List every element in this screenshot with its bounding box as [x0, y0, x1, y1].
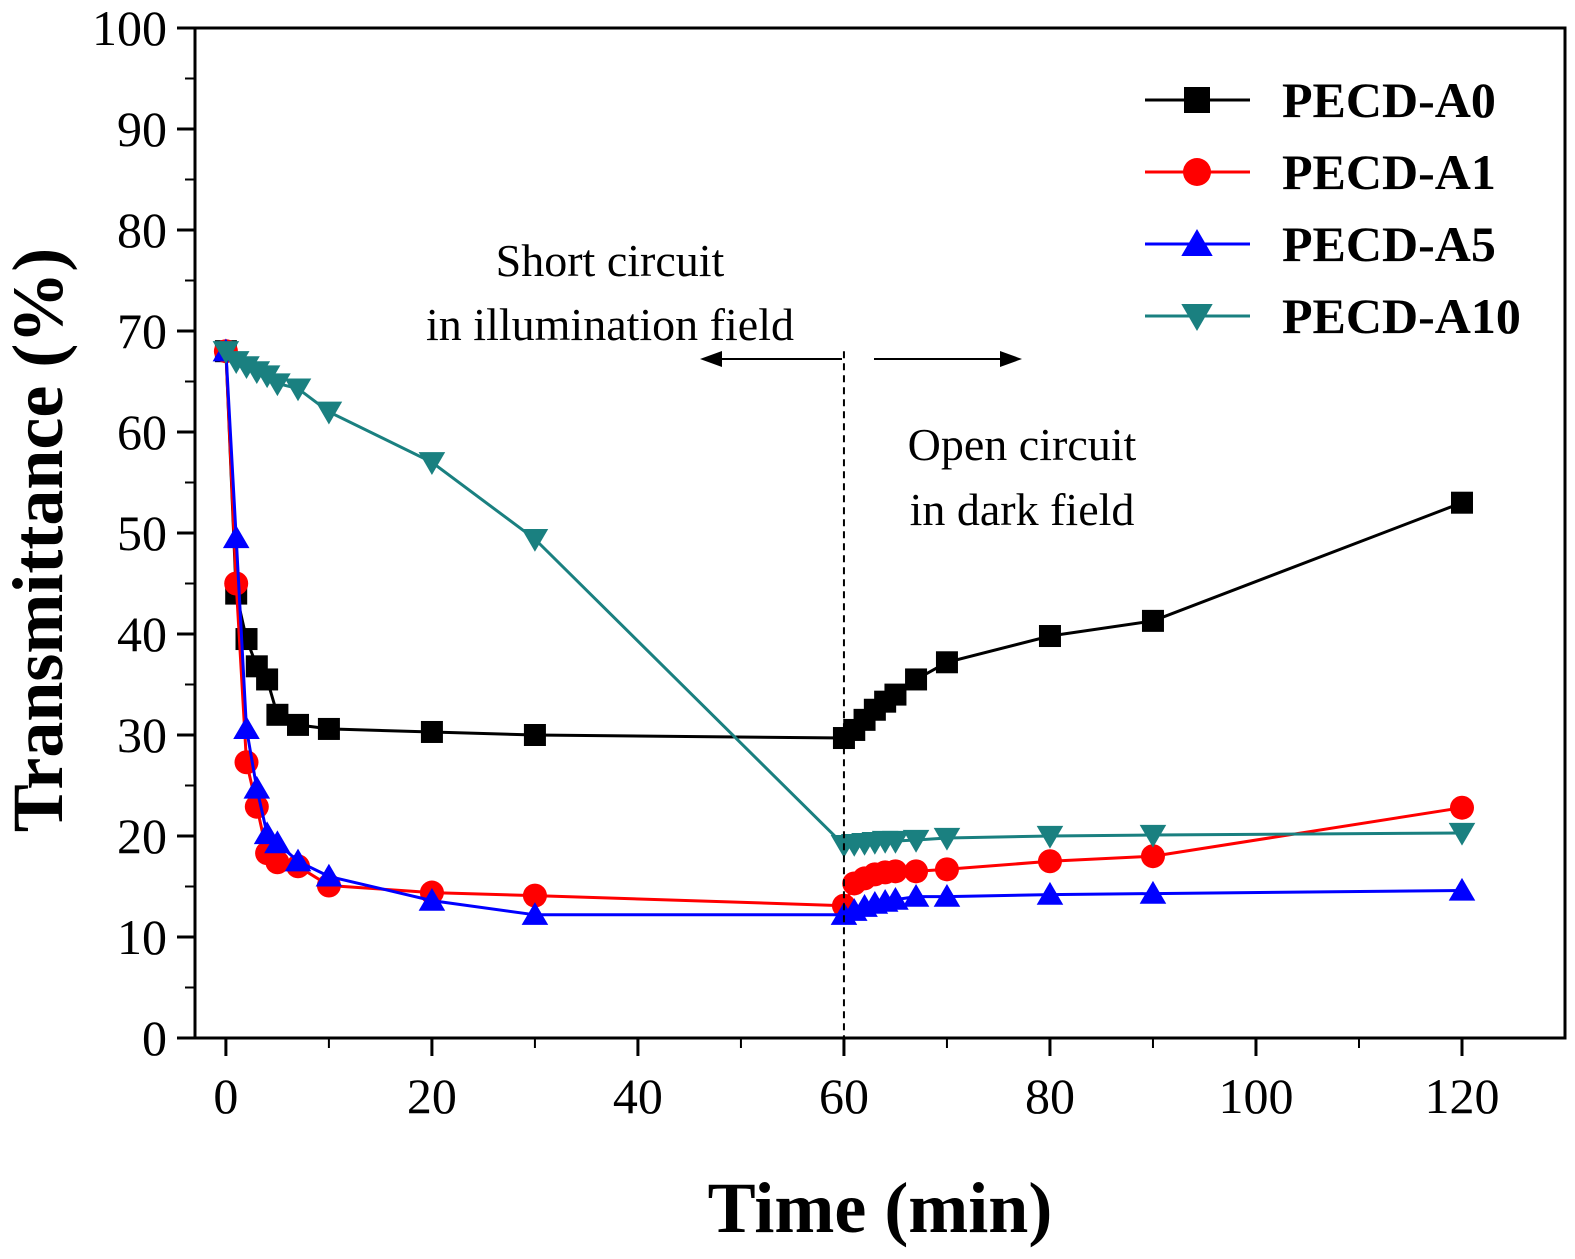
- open-circuit-label-line1: Open circuit: [908, 419, 1137, 470]
- triangle-down-marker: [1036, 825, 1064, 849]
- open-circuit-label-line2: in dark field: [910, 484, 1135, 535]
- triangle-down-marker: [284, 378, 312, 402]
- square-marker: [287, 713, 310, 736]
- short-circuit-label-line2: in illumination field: [426, 299, 794, 350]
- triangle-up-marker: [315, 863, 343, 887]
- short-circuit-label-line1: Short circuit: [496, 235, 725, 286]
- triangle-down-marker: [902, 829, 930, 853]
- legend-entry-pecd-a1: PECD-A1: [1145, 144, 1496, 200]
- y-tick-label: 0: [142, 1010, 167, 1066]
- square-marker: [905, 668, 928, 691]
- series-layer: [212, 338, 1476, 925]
- x-tick-label: 40: [613, 1068, 663, 1124]
- triangle-up-marker: [233, 716, 260, 740]
- circle-marker: [224, 571, 249, 596]
- triangle-up-marker: [1448, 877, 1476, 901]
- circle-marker: [522, 883, 547, 908]
- y-axis-title: Transmittance (%): [0, 248, 78, 833]
- y-tick-label: 90: [117, 101, 167, 157]
- y-tick-label: 10: [117, 909, 167, 965]
- triangle-down-marker: [418, 452, 446, 475]
- annotation-layer: Short circuit in illumination field Open…: [426, 235, 1137, 1038]
- square-marker: [1450, 491, 1473, 514]
- triangle-up-marker: [418, 887, 446, 911]
- triangle-up-marker: [222, 525, 250, 549]
- square-marker: [884, 683, 907, 706]
- y-tick-label: 70: [117, 303, 167, 359]
- triangle-down-marker: [1181, 304, 1213, 331]
- triangle-down-marker: [933, 827, 961, 851]
- series-pecd-a10: [212, 341, 1476, 858]
- circle-marker: [904, 859, 929, 884]
- arrow-right: [874, 351, 1022, 367]
- square-marker: [1184, 87, 1210, 113]
- x-tick-label: 0: [213, 1068, 238, 1124]
- triangle-up-marker: [882, 886, 909, 910]
- square-marker: [317, 717, 340, 740]
- circle-marker: [883, 859, 908, 884]
- circle-marker: [265, 850, 290, 875]
- y-tick-label: 40: [117, 606, 167, 662]
- triangle-down-marker: [1139, 824, 1167, 848]
- x-tick-label: 100: [1218, 1068, 1293, 1124]
- legend-label: PECD-A0: [1282, 72, 1496, 128]
- triangle-up-marker: [243, 775, 271, 799]
- square-marker: [1038, 625, 1061, 648]
- y-tick-label: 30: [117, 707, 167, 763]
- triangle-up-marker: [284, 848, 312, 872]
- x-tick-label: 120: [1424, 1068, 1499, 1124]
- triangle-up-marker: [1181, 229, 1213, 256]
- circle-marker: [1449, 795, 1474, 820]
- y-tick-label: 100: [92, 0, 167, 56]
- legend-entry-pecd-a5: PECD-A5: [1145, 216, 1496, 272]
- triangle-down-marker: [882, 830, 909, 854]
- triangle-down-marker: [1448, 822, 1476, 846]
- triangle-up-marker: [1139, 880, 1167, 904]
- square-marker: [523, 724, 546, 746]
- x-tick-label: 60: [819, 1068, 869, 1124]
- series-pecd-a0: [214, 340, 1473, 750]
- triangle-down-marker: [521, 528, 549, 552]
- x-tick-label: 20: [407, 1068, 457, 1124]
- axes-layer: 0 10 20 30 40 50 60 70 80 90 100 0 20 40 60 80 100 120: [92, 0, 1567, 1124]
- arrow-left: [700, 351, 842, 367]
- triangle-down-marker: [315, 401, 343, 425]
- y-tick-label: 80: [117, 202, 167, 258]
- x-tick-label: 80: [1025, 1068, 1075, 1124]
- y-tick-label: 60: [117, 404, 167, 460]
- legend-label: PECD-A1: [1282, 144, 1496, 200]
- square-marker: [935, 651, 958, 674]
- circle-marker: [934, 857, 959, 882]
- square-marker: [256, 668, 279, 691]
- legend-label: PECD-A5: [1282, 216, 1496, 272]
- triangle-up-marker: [264, 830, 291, 854]
- legend-entry-pecd-a0: PECD-A0: [1145, 72, 1496, 128]
- square-marker: [266, 703, 289, 726]
- triangle-up-marker: [902, 883, 930, 907]
- triangle-up-marker: [1036, 881, 1064, 905]
- circle-marker: [1183, 158, 1211, 186]
- square-marker: [420, 720, 443, 743]
- legend-label: PECD-A10: [1282, 288, 1521, 344]
- legend-entry-pecd-a10: PECD-A10: [1145, 288, 1521, 344]
- legend: PECD-A0 PECD-A1 PECD-A5 PECD-A10: [1145, 72, 1521, 344]
- y-tick-label: 20: [117, 808, 167, 864]
- series-pecd-a5: [212, 338, 1476, 925]
- triangle-up-marker: [933, 883, 961, 907]
- triangle-down-marker: [264, 373, 291, 397]
- triangle-up-marker: [521, 902, 549, 925]
- y-tick-label: 50: [117, 505, 167, 561]
- x-axis-title: Time (min): [708, 1168, 1053, 1248]
- square-marker: [1141, 609, 1164, 632]
- circle-marker: [1037, 849, 1062, 874]
- circle-marker: [1140, 844, 1165, 869]
